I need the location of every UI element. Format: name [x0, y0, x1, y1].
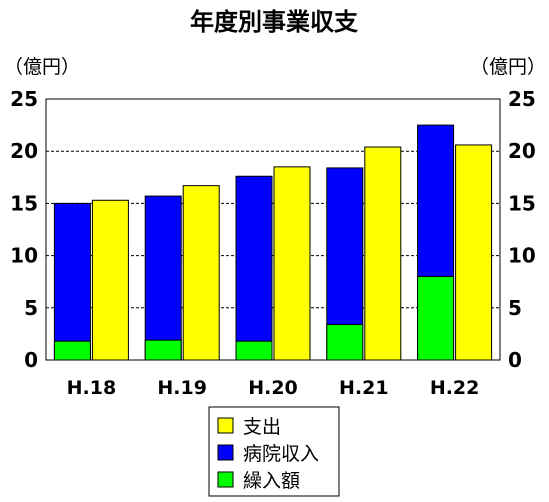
- right-axis-unit: （億円）: [470, 56, 546, 78]
- legend-swatch-transfer: [217, 471, 234, 488]
- x-tick-label: H.20: [248, 377, 298, 399]
- bar-hospital-revenue: [53, 202, 91, 361]
- bar-hospital-revenue: [235, 175, 273, 361]
- bar-expense: [182, 185, 220, 361]
- y-tick-label-left: 10: [10, 244, 38, 268]
- y-tick-label-right: 10: [508, 244, 536, 268]
- plot-area: [45, 98, 501, 361]
- bar-transfer: [326, 324, 364, 361]
- y-tick-label-right: 25: [508, 87, 536, 111]
- bar-transfer: [417, 275, 455, 361]
- bar-hospital-revenue: [144, 195, 182, 361]
- x-tick-label: H.18: [67, 377, 117, 399]
- legend: 支出 病院収入 繰入額: [208, 406, 340, 497]
- legend-swatch-hospital-revenue: [217, 444, 234, 461]
- x-tick-label: H.19: [157, 377, 207, 399]
- bar-expense: [91, 199, 129, 361]
- bar-expense: [364, 146, 402, 361]
- left-axis-unit: （億円）: [4, 56, 80, 78]
- bar-transfer: [53, 340, 91, 361]
- bar-expense: [273, 166, 311, 361]
- y-tick-label-left: 20: [10, 139, 38, 163]
- x-tick-label: H.21: [339, 377, 389, 399]
- bar-transfer: [235, 340, 273, 361]
- y-tick-label-right: 5: [508, 296, 522, 320]
- y-tick-label-right: 20: [508, 139, 536, 163]
- y-tick-label-left: 0: [24, 348, 38, 372]
- y-tick-label-right: 15: [508, 191, 536, 215]
- bar-expense: [455, 144, 493, 361]
- x-tick-label: H.22: [430, 377, 480, 399]
- legend-label-hospital-revenue: 病院収入: [243, 443, 319, 465]
- bar-transfer: [144, 339, 182, 361]
- y-tick-label-left: 15: [10, 191, 38, 215]
- y-tick-label-right: 0: [508, 348, 522, 372]
- chart-title: 年度別事業収支: [190, 8, 359, 36]
- legend-label-transfer: 繰入額: [243, 470, 300, 492]
- legend-swatch-expense: [217, 417, 234, 434]
- y-tick-label-left: 25: [10, 87, 38, 111]
- y-tick-label-left: 5: [24, 296, 38, 320]
- legend-label-expense: 支出: [243, 416, 281, 438]
